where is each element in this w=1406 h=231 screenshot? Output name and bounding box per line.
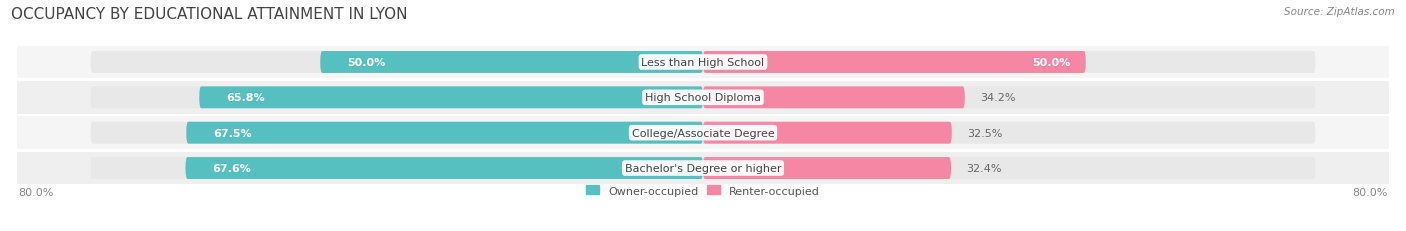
Text: 80.0%: 80.0%: [18, 188, 53, 198]
FancyBboxPatch shape: [90, 157, 1316, 179]
FancyBboxPatch shape: [321, 52, 703, 74]
FancyBboxPatch shape: [703, 122, 952, 144]
FancyBboxPatch shape: [703, 87, 965, 109]
Text: High School Diploma: High School Diploma: [645, 93, 761, 103]
Text: College/Associate Degree: College/Associate Degree: [631, 128, 775, 138]
Text: 80.0%: 80.0%: [1353, 188, 1388, 198]
Text: 32.4%: 32.4%: [966, 163, 1002, 173]
FancyBboxPatch shape: [186, 122, 703, 144]
Text: 67.5%: 67.5%: [214, 128, 252, 138]
FancyBboxPatch shape: [200, 87, 703, 109]
Text: 67.6%: 67.6%: [212, 163, 252, 173]
Text: OCCUPANCY BY EDUCATIONAL ATTAINMENT IN LYON: OCCUPANCY BY EDUCATIONAL ATTAINMENT IN L…: [11, 7, 408, 22]
Bar: [17, 46, 1389, 79]
FancyBboxPatch shape: [186, 157, 703, 179]
Bar: [17, 152, 1389, 185]
Text: Less than High School: Less than High School: [641, 58, 765, 68]
FancyBboxPatch shape: [703, 157, 950, 179]
Text: 34.2%: 34.2%: [980, 93, 1015, 103]
Text: Source: ZipAtlas.com: Source: ZipAtlas.com: [1284, 7, 1395, 17]
Text: 50.0%: 50.0%: [1032, 58, 1070, 68]
FancyBboxPatch shape: [703, 52, 1085, 74]
Bar: [17, 117, 1389, 149]
Text: 50.0%: 50.0%: [347, 58, 385, 68]
Legend: Owner-occupied, Renter-occupied: Owner-occupied, Renter-occupied: [586, 185, 820, 196]
Text: Bachelor's Degree or higher: Bachelor's Degree or higher: [624, 163, 782, 173]
Bar: [17, 82, 1389, 114]
FancyBboxPatch shape: [90, 52, 1316, 74]
Text: 65.8%: 65.8%: [226, 93, 264, 103]
FancyBboxPatch shape: [90, 122, 1316, 144]
Text: 32.5%: 32.5%: [967, 128, 1002, 138]
FancyBboxPatch shape: [90, 87, 1316, 109]
